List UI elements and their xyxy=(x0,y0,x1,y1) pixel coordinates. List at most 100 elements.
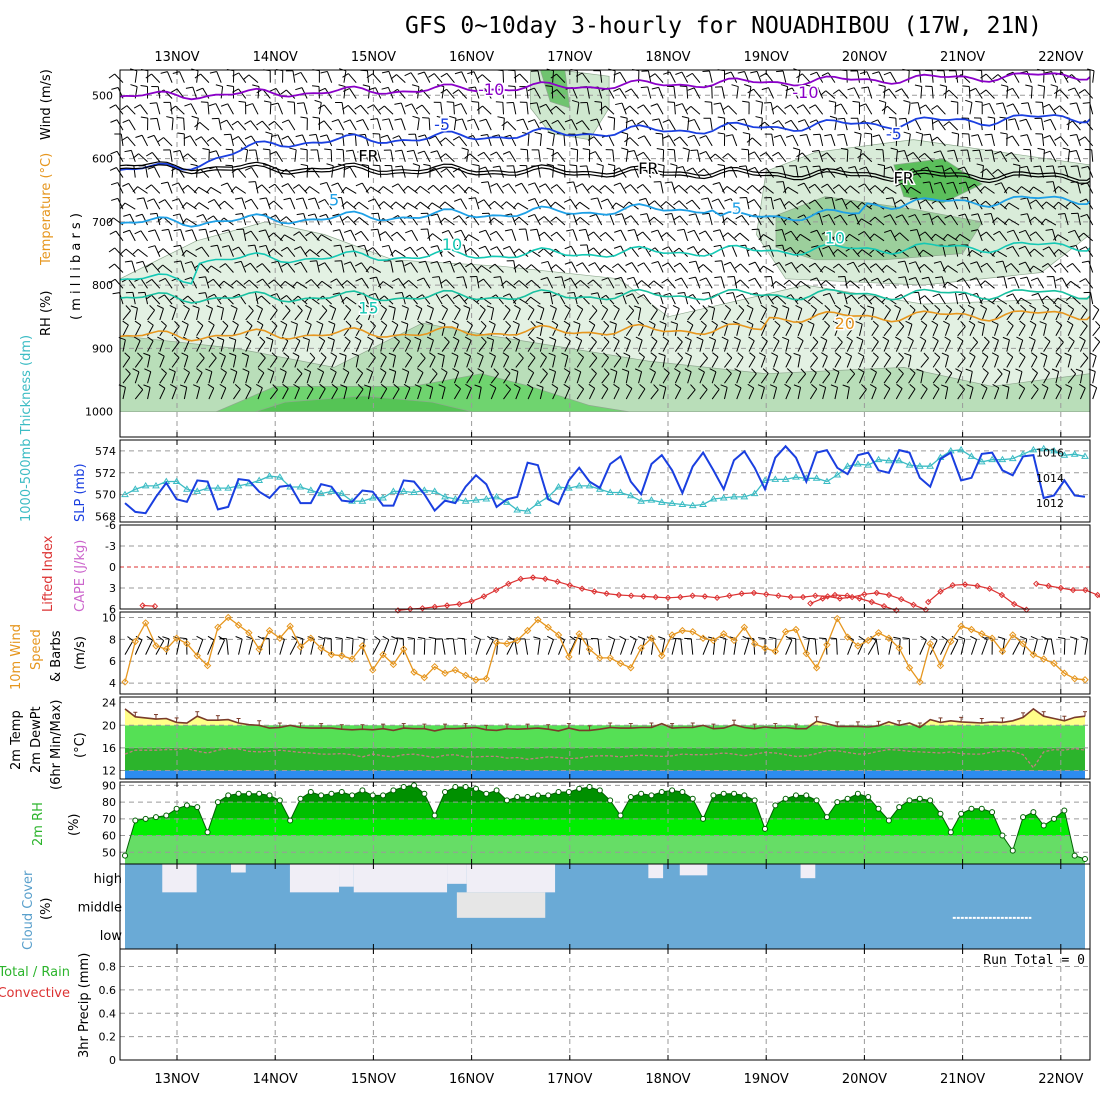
thickness-point xyxy=(523,507,532,514)
wind-barb-flag xyxy=(588,262,596,267)
wind-barb xyxy=(142,261,149,273)
lifted-index-point xyxy=(910,601,917,609)
wind-barb xyxy=(929,134,934,147)
wind-barb xyxy=(273,200,283,210)
wind-barb-flag xyxy=(182,184,189,191)
wind-barb-flag xyxy=(545,85,553,87)
wind-barb xyxy=(849,280,860,289)
wind-barb-flag xyxy=(147,320,154,326)
wind-barb-flag xyxy=(183,368,190,373)
wind-barb xyxy=(969,102,973,115)
contour-label: 10 xyxy=(442,235,462,254)
panel-frame xyxy=(119,611,1091,695)
wind-barb-flag xyxy=(432,276,440,278)
wind-barb-flag xyxy=(198,276,206,279)
wind-barb-flag xyxy=(649,368,656,373)
wind-barb xyxy=(1043,149,1045,162)
wind-barb-flag xyxy=(402,202,408,209)
wind-barb xyxy=(558,639,565,655)
wind-barb xyxy=(220,372,227,384)
wind-barb xyxy=(828,214,836,226)
lifted-index-point xyxy=(456,600,463,608)
wind-barb xyxy=(572,87,578,99)
wind-barb xyxy=(777,152,787,163)
wind-barb xyxy=(681,277,689,289)
wind-barb-flag xyxy=(173,244,181,248)
wind-barb-flag xyxy=(762,368,769,374)
wind-barb xyxy=(478,356,484,368)
wind-barb-flag xyxy=(776,70,784,73)
wind-barb-flag xyxy=(636,231,644,237)
wind-barb xyxy=(708,70,713,83)
wind-barb-flag xyxy=(719,636,727,640)
wind-barb xyxy=(183,340,190,352)
wind-barb xyxy=(920,357,929,368)
wind-barb xyxy=(898,248,909,258)
wind-barb xyxy=(954,292,959,305)
wind-barb xyxy=(361,277,369,289)
wind-barb-flag xyxy=(920,166,928,171)
wind-barb-flag xyxy=(656,147,664,151)
lifted-index-point xyxy=(738,590,745,597)
wind-barb-flag xyxy=(1053,186,1059,192)
wind-barb xyxy=(441,86,445,99)
wind-barb xyxy=(380,388,388,400)
wind-barb xyxy=(396,74,406,84)
wind-barb-flag xyxy=(1004,263,1012,268)
wind-barb xyxy=(179,71,185,83)
wind-barb xyxy=(888,88,897,99)
wind-barb-flag xyxy=(658,352,666,357)
wind-barb xyxy=(999,231,1008,242)
wind-barb-flag xyxy=(673,184,680,191)
wind-barb xyxy=(736,387,742,400)
rh-point xyxy=(989,809,996,816)
wind-barb xyxy=(1037,293,1045,305)
wind-barb xyxy=(1030,86,1033,99)
wind-barb-flag xyxy=(857,352,865,357)
wind-barb xyxy=(888,278,897,289)
wind-barb xyxy=(726,186,738,194)
wind-barb xyxy=(859,323,863,336)
wind-barb-flag xyxy=(257,635,265,640)
wind-barb xyxy=(547,639,554,655)
wind-barb xyxy=(496,246,504,257)
wind-barb xyxy=(245,388,252,400)
wind-barb-flag xyxy=(324,148,332,151)
wind-barb-flag xyxy=(648,280,655,286)
thickness-point xyxy=(410,488,418,495)
wind-barb xyxy=(134,371,140,384)
wind-barb xyxy=(773,355,779,368)
slp-tick: 1016 xyxy=(1036,447,1064,460)
wind-barb-flag xyxy=(943,121,950,127)
wind-barb-flag xyxy=(943,89,950,95)
wind-barb-flag xyxy=(1079,383,1086,389)
wind-barb-flag xyxy=(1064,352,1072,357)
wind-speed-point xyxy=(823,641,831,649)
wind-barb xyxy=(707,197,713,210)
wind-barb xyxy=(220,356,226,368)
wind-barb xyxy=(178,198,185,210)
wind-barb xyxy=(814,104,824,115)
wind-barb-flag xyxy=(108,263,115,269)
wind-barb-flag xyxy=(670,163,678,167)
wind-barb xyxy=(597,638,601,655)
wind-speed-point xyxy=(400,645,408,653)
wind-barb xyxy=(162,248,173,258)
wind-barb xyxy=(873,233,885,242)
wind-barb-flag xyxy=(758,234,764,241)
wind-barb xyxy=(801,200,811,210)
wind-barb xyxy=(928,213,934,226)
wind-barb-flag xyxy=(1003,186,1010,193)
wind-barb-flag xyxy=(381,86,389,90)
li-tick: 3 xyxy=(109,582,116,595)
wind-barb xyxy=(826,152,836,163)
wind-barb xyxy=(937,199,946,210)
wind-barb xyxy=(220,339,225,352)
wind-barb xyxy=(122,357,131,368)
wind-barb xyxy=(463,244,468,257)
wind-barb xyxy=(1018,371,1023,384)
wind-barb xyxy=(629,137,639,147)
wind-barb-flag xyxy=(954,233,961,240)
rh-point xyxy=(648,792,655,799)
